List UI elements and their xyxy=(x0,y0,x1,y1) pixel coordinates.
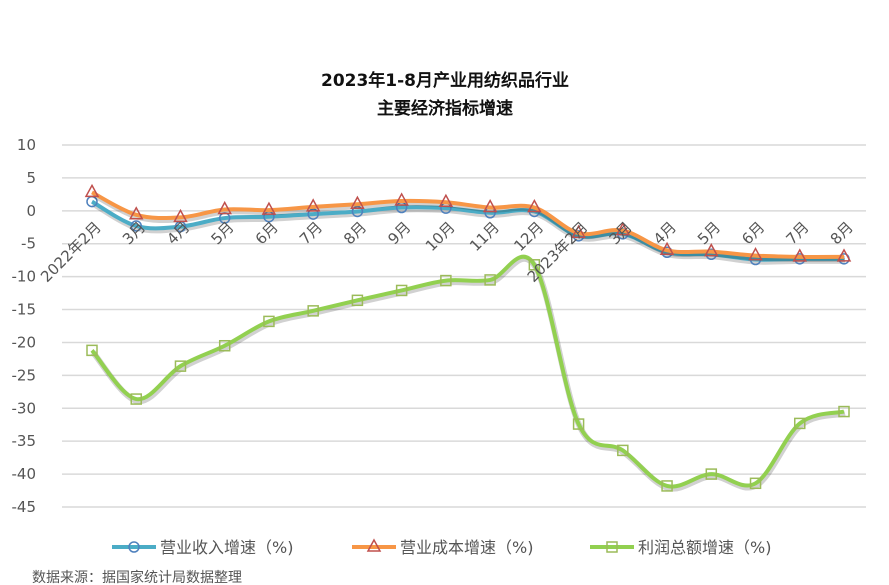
data-point-square xyxy=(484,274,496,286)
data-point-triangle xyxy=(217,200,232,215)
x-tick-label: 12月 xyxy=(510,218,547,255)
data-point-triangle xyxy=(836,248,852,262)
y-tick-label: -10 xyxy=(12,268,37,286)
data-point-circle xyxy=(130,220,142,232)
data-point-triangle xyxy=(84,183,100,198)
y-tick-label: -25 xyxy=(12,366,37,384)
chart-title-line1: 2023年1-8月产业用纺织品行业 xyxy=(321,70,569,91)
data-point-triangle xyxy=(305,198,321,212)
x-tick-label: 10月 xyxy=(422,218,459,255)
data-point-square xyxy=(307,305,319,317)
data-point-square xyxy=(130,393,142,405)
data-point-square xyxy=(617,444,629,457)
data-point-square xyxy=(263,315,275,328)
legend-label: 利润总额增速（%) xyxy=(638,538,771,557)
data-point-square xyxy=(440,274,452,287)
data-point-square xyxy=(572,418,585,430)
data-point-triangle xyxy=(261,201,277,215)
data-point-square xyxy=(86,344,98,357)
y-tick-label: -15 xyxy=(12,301,37,319)
data-point-square xyxy=(794,417,806,430)
legend-item: 营业成本增速（%) xyxy=(352,538,533,557)
series-1 xyxy=(84,183,852,262)
y-tick-label: 10 xyxy=(17,136,36,154)
y-tick-label: 0 xyxy=(26,202,36,220)
data-point-triangle xyxy=(128,206,144,220)
data-point-square xyxy=(351,294,364,307)
y-tick-label: -30 xyxy=(12,399,37,417)
data-point-square xyxy=(661,480,673,492)
series-2 xyxy=(86,254,850,492)
y-tick-label: -5 xyxy=(21,235,36,253)
chart-title-line2: 主要经济指标增速 xyxy=(377,98,513,119)
legend-item: 营业收入增速（%) xyxy=(112,538,293,557)
legend-item: 利润总额增速（%) xyxy=(590,538,771,557)
data-point-circle xyxy=(351,205,364,218)
data-point-square xyxy=(749,477,762,490)
data-point-triangle xyxy=(704,243,719,257)
data-point-triangle xyxy=(350,195,365,209)
x-tick-label: 11月 xyxy=(466,218,503,255)
data-point-triangle xyxy=(659,241,675,256)
data-point-triangle xyxy=(366,538,382,552)
x-tick-label: 2022年2月 xyxy=(37,218,105,286)
data-point-triangle xyxy=(748,247,763,261)
y-tick-label: -40 xyxy=(12,465,37,483)
data-point-triangle xyxy=(482,198,498,213)
y-tick-label: 5 xyxy=(26,169,36,187)
y-tick-label: -45 xyxy=(12,498,37,516)
data-point-triangle xyxy=(394,192,409,206)
data-point-triangle xyxy=(792,248,808,262)
data-point-square xyxy=(838,405,850,418)
data-point-triangle xyxy=(173,208,188,223)
data-point-square xyxy=(218,339,231,352)
source-note: 数据来源：据国家统计局数据整理 xyxy=(32,569,242,585)
data-point-triangle xyxy=(615,221,631,236)
data-point-square xyxy=(174,360,187,372)
data-point-triangle xyxy=(527,198,542,213)
data-point-square xyxy=(705,468,718,480)
series-line xyxy=(90,199,845,262)
data-point-square xyxy=(528,259,541,271)
legend-label: 营业收入增速（%) xyxy=(160,538,293,557)
legend-label: 营业成本增速（%) xyxy=(400,538,533,557)
data-point-square xyxy=(395,284,408,297)
data-point-triangle xyxy=(571,224,586,238)
data-point-circle xyxy=(128,541,140,553)
y-tick-label: -20 xyxy=(12,333,37,351)
series-line xyxy=(90,254,845,489)
data-point-circle xyxy=(307,208,319,220)
data-point-triangle xyxy=(438,193,454,208)
data-point-square xyxy=(606,541,618,553)
y-tick-label: -35 xyxy=(12,432,37,450)
series-shadow xyxy=(90,255,846,492)
